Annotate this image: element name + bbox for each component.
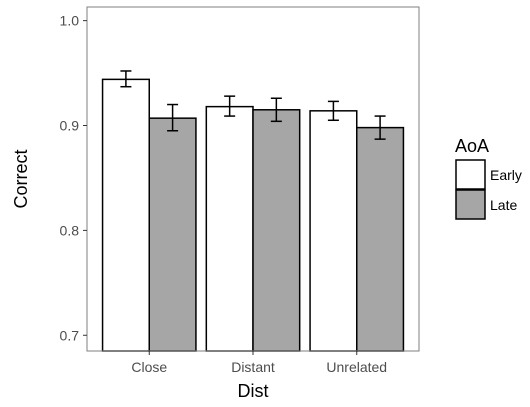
x-axis-title: Dist [238, 381, 269, 401]
y-tick-label: 0.8 [60, 222, 80, 238]
x-tick-label: Distant [231, 359, 275, 375]
error-bar-late-close [167, 103, 179, 132]
error-bar-late-distant [270, 97, 282, 123]
y-tick-label: 0.9 [60, 118, 80, 134]
y-axis-title: Correct [11, 149, 31, 208]
error-bar-early-unrelated [327, 100, 339, 122]
y-tick-label: 0.7 [60, 327, 80, 343]
bar-late-distant [252, 109, 301, 352]
legend-label-late: Late [490, 197, 517, 213]
error-bar-early-distant [224, 95, 236, 117]
legend-label-early: Early [490, 167, 522, 183]
bar-late-close [148, 117, 197, 352]
axes: 0.7 0.8 0.9 1.0 Close Distant Unrelated Dist Cor… [11, 6, 420, 401]
bar-early-distant [205, 105, 254, 352]
error-bar-late-unrelated [374, 115, 386, 140]
legend-key-early [455, 159, 486, 190]
x-tick-label: Unrelated [326, 359, 387, 375]
x-tick-label: Close [131, 359, 167, 375]
error-bar-early-close [120, 70, 132, 88]
y-tick-label: 1.0 [60, 13, 80, 29]
bar-early-close [101, 78, 150, 352]
bar-early-unrelated [309, 110, 358, 352]
plot-area [101, 70, 405, 352]
legend-key-late [455, 189, 486, 220]
legend-title: AoA [455, 136, 489, 156]
bar-late-unrelated [356, 126, 405, 352]
